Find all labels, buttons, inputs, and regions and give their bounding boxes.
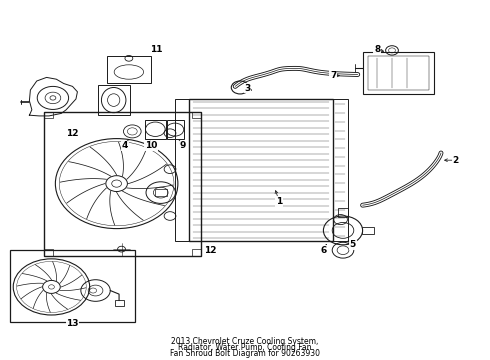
- Text: Radiator, Water Pump, Cooling Fan: Radiator, Water Pump, Cooling Fan: [178, 343, 312, 352]
- Bar: [362, 227, 374, 234]
- Text: 13: 13: [66, 320, 79, 328]
- Text: 12: 12: [66, 129, 79, 138]
- Text: 6: 6: [320, 246, 326, 255]
- Text: 2013 Chevrolet Cruze Cooling System,: 2013 Chevrolet Cruze Cooling System,: [172, 337, 318, 346]
- Bar: [368, 56, 429, 90]
- Text: 2: 2: [453, 156, 459, 165]
- Text: 5: 5: [350, 240, 356, 249]
- Text: 8: 8: [374, 45, 380, 54]
- Bar: [155, 189, 167, 196]
- Bar: [98, 85, 130, 115]
- Bar: [189, 99, 333, 241]
- Bar: [44, 112, 201, 256]
- Bar: [333, 99, 348, 241]
- Bar: [192, 112, 201, 118]
- Bar: [145, 120, 166, 139]
- Bar: [338, 208, 348, 217]
- Bar: [107, 56, 151, 83]
- Text: 4: 4: [122, 141, 128, 150]
- Text: 1: 1: [276, 197, 282, 206]
- Text: 12: 12: [204, 246, 217, 255]
- Bar: [115, 300, 124, 306]
- Text: 7: 7: [330, 71, 337, 80]
- Bar: [175, 99, 189, 241]
- Bar: [192, 249, 201, 256]
- Text: 11: 11: [149, 45, 162, 54]
- Text: 10: 10: [145, 141, 157, 150]
- Bar: [44, 112, 53, 118]
- Text: 3: 3: [245, 84, 250, 93]
- Bar: [44, 249, 53, 256]
- Text: 9: 9: [179, 141, 186, 150]
- Bar: [167, 120, 184, 139]
- Bar: [363, 52, 434, 94]
- Text: Fan Shroud Bolt Diagram for 90263930: Fan Shroud Bolt Diagram for 90263930: [170, 349, 320, 358]
- Bar: [10, 250, 135, 322]
